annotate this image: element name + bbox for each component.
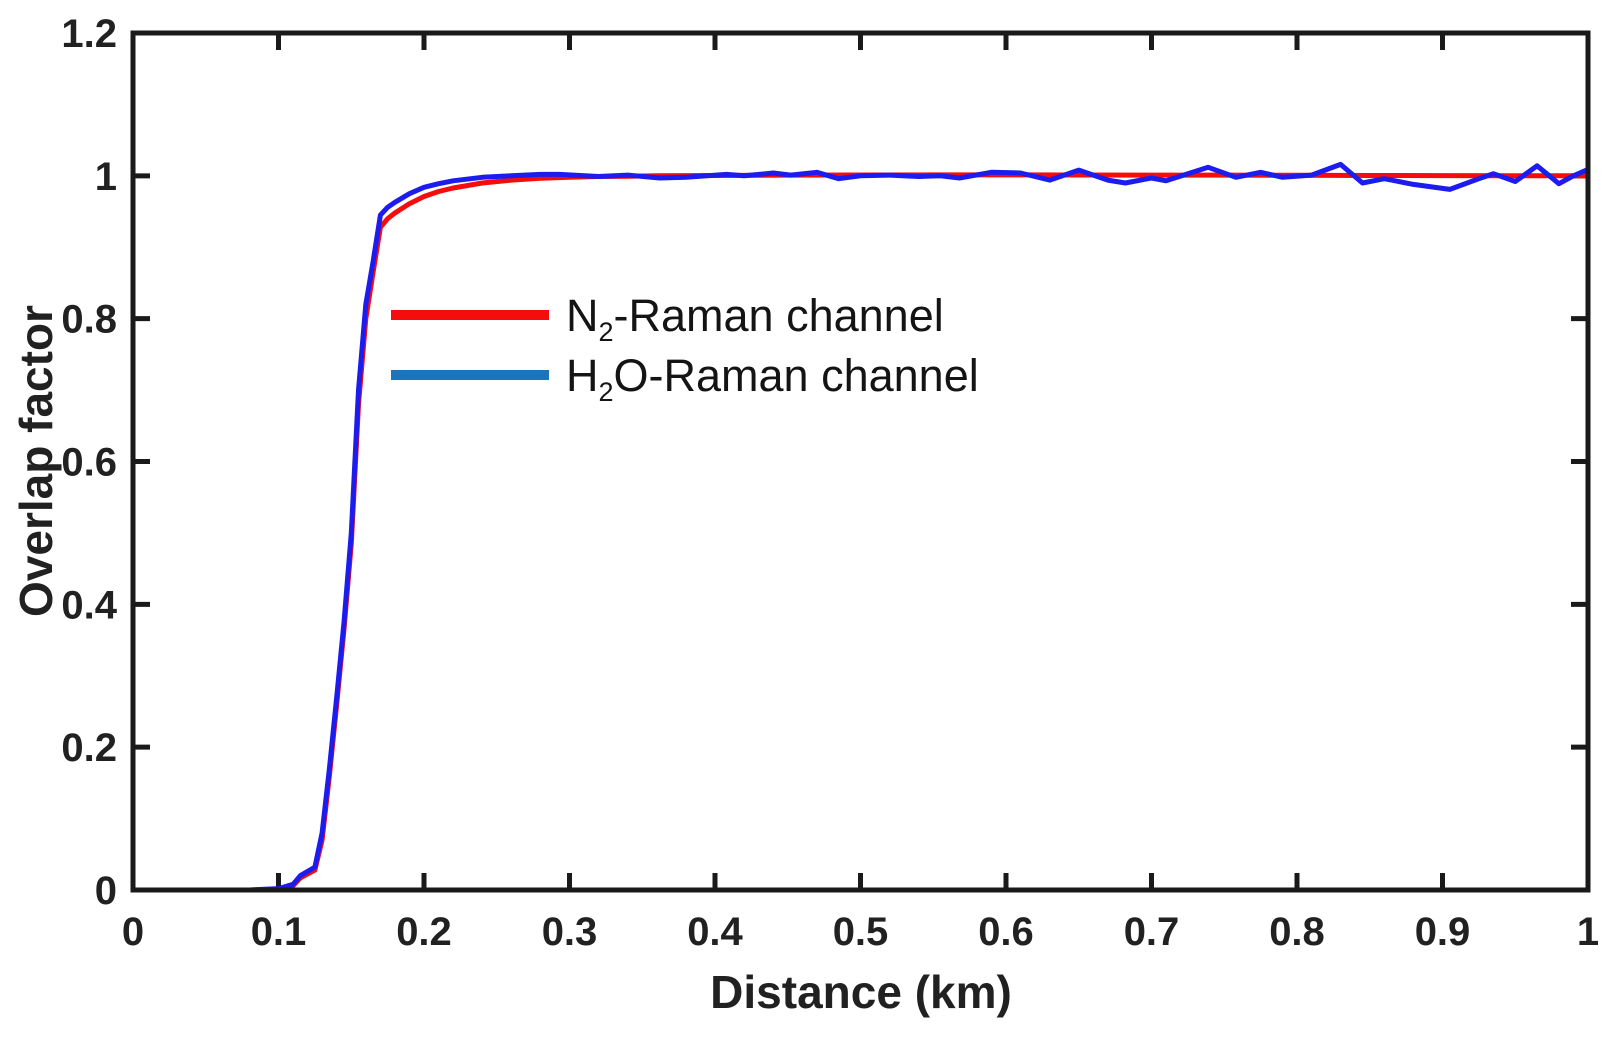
y-tick-label: 0.4	[61, 583, 117, 627]
x-tick-label: 0	[122, 910, 144, 954]
y-tick-label: 1	[95, 155, 117, 199]
x-tick-label: 0.7	[1124, 910, 1180, 954]
x-tick-label: 0.2	[396, 910, 452, 954]
y-tick-label: 0.2	[61, 726, 117, 770]
x-tick-label: 0.3	[542, 910, 598, 954]
legend-label-h2o-raman: H2O-Raman channel	[566, 349, 979, 407]
x-tick-label: 0.4	[687, 910, 743, 954]
x-tick-label: 0.9	[1415, 910, 1471, 954]
y-tick-label: 0.8	[61, 298, 117, 342]
x-tick-label: 0.8	[1269, 910, 1325, 954]
series-line-h2o-raman	[130, 161, 1591, 893]
h2o-raman-line-swatch	[391, 370, 549, 380]
x-tick-label: 1	[1577, 910, 1599, 954]
x-tick-label: 0.5	[833, 910, 889, 954]
legend-item-n2-raman: N2-Raman channel	[391, 285, 979, 345]
legend-label-n2-raman: N2-Raman channel	[566, 289, 944, 347]
n2-raman-line-swatch	[391, 310, 549, 320]
y-axis-label: Overlap factor	[10, 305, 62, 617]
plot-box	[130, 30, 1591, 893]
legend: N2-Raman channel H2O-Raman channel	[391, 285, 979, 405]
x-axis-label: Distance (km)	[710, 966, 1012, 1018]
y-tick-label: 1.2	[61, 12, 117, 56]
y-tick-label: 0.6	[61, 441, 117, 485]
x-tick-label: 0.1	[251, 910, 307, 954]
y-tick-label: 0	[95, 869, 117, 913]
x-tick-label: 0.6	[978, 910, 1034, 954]
legend-item-h2o-raman: H2O-Raman channel	[391, 345, 979, 405]
